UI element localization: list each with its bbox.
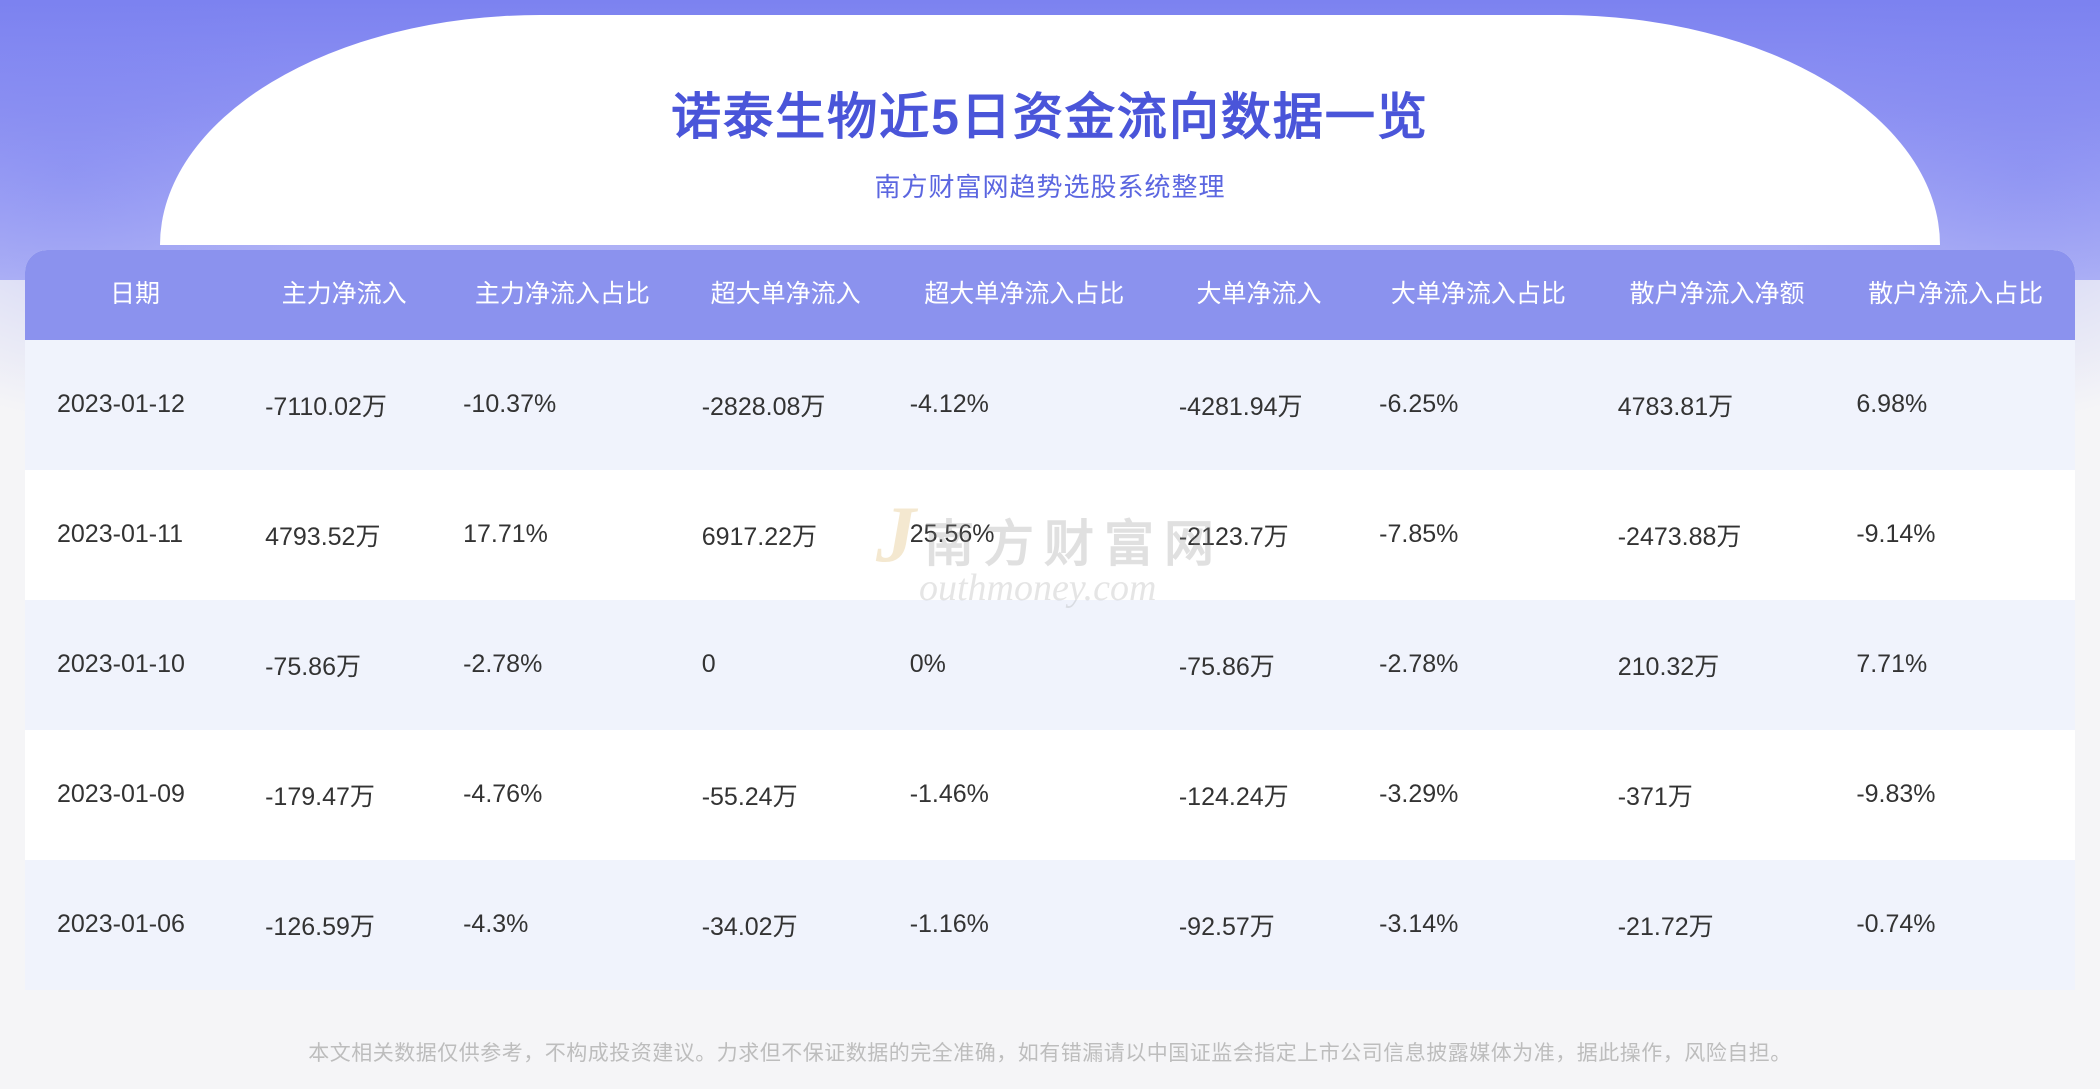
table-row: 2023-01-12 -7110.02万 -10.37% -2828.08万 -… [25,340,2075,470]
col-large-inflow: 大单净流入 [1159,250,1359,340]
col-superlarge-inflow: 超大单净流入 [682,250,890,340]
table-row: 2023-01-09 -179.47万 -4.76% -55.24万 -1.46… [25,730,2075,860]
cell: -124.24万 [1159,730,1359,860]
cell: -2473.88万 [1598,470,1837,600]
cell: -75.86万 [245,600,443,730]
cell: 0 [682,600,890,730]
cell: -75.86万 [1159,600,1359,730]
page-title: 诺泰生物近5日资金流向数据一览 [671,77,1429,149]
cell: -0.74% [1836,860,2075,990]
cell: -3.14% [1359,860,1598,990]
cell: -2.78% [1359,600,1598,730]
table-row: 2023-01-10 -75.86万 -2.78% 0 0% -75.86万 -… [25,600,2075,730]
cell: -1.16% [890,860,1159,990]
table-row: 2023-01-06 -126.59万 -4.3% -34.02万 -1.16%… [25,860,2075,990]
header-panel: 诺泰生物近5日资金流向数据一览 南方财富网趋势选股系统整理 [160,15,1940,245]
cell: -179.47万 [245,730,443,860]
cell: -4.3% [443,860,682,990]
cell: -6.25% [1359,340,1598,470]
cell: 2023-01-09 [25,730,245,860]
cell: -371万 [1598,730,1837,860]
table-header-row: 日期 主力净流入 主力净流入占比 超大单净流入 超大单净流入占比 大单净流入 大… [25,250,2075,340]
cell: 0% [890,600,1159,730]
cell: -92.57万 [1159,860,1359,990]
disclaimer: 本文相关数据仅供参考，不构成投资建议。力求但不保证数据的完全准确，如有错漏请以中… [0,1037,2100,1067]
cell: 4793.52万 [245,470,443,600]
col-large-inflow-pct: 大单净流入占比 [1359,250,1598,340]
cell: 7.71% [1836,600,2075,730]
cell: -34.02万 [682,860,890,990]
cell: 6917.22万 [682,470,890,600]
cell: -7.85% [1359,470,1598,600]
cell: 25.56% [890,470,1159,600]
cell: 2023-01-12 [25,340,245,470]
col-retail-inflow-pct: 散户净流入占比 [1836,250,2075,340]
cell: -4.12% [890,340,1159,470]
table-container: 日期 主力净流入 主力净流入占比 超大单净流入 超大单净流入占比 大单净流入 大… [25,250,2075,990]
cell: 210.32万 [1598,600,1837,730]
col-retail-inflow: 散户净流入净额 [1598,250,1837,340]
cell: -4.76% [443,730,682,860]
cell: -55.24万 [682,730,890,860]
cell: 2023-01-10 [25,600,245,730]
cell: 2023-01-11 [25,470,245,600]
table-body: 2023-01-12 -7110.02万 -10.37% -2828.08万 -… [25,340,2075,990]
cell: -3.29% [1359,730,1598,860]
cell: 2023-01-06 [25,860,245,990]
col-date: 日期 [25,250,245,340]
cell: -2123.7万 [1159,470,1359,600]
cell: -2.78% [443,600,682,730]
cell: -9.14% [1836,470,2075,600]
cell: -9.83% [1836,730,2075,860]
cell: 4783.81万 [1598,340,1837,470]
col-superlarge-inflow-pct: 超大单净流入占比 [890,250,1159,340]
cell: -21.72万 [1598,860,1837,990]
data-table: 日期 主力净流入 主力净流入占比 超大单净流入 超大单净流入占比 大单净流入 大… [25,250,2075,990]
col-main-inflow-pct: 主力净流入占比 [443,250,682,340]
cell: -1.46% [890,730,1159,860]
cell: -4281.94万 [1159,340,1359,470]
page-subtitle: 南方财富网趋势选股系统整理 [874,167,1225,204]
cell: -7110.02万 [245,340,443,470]
cell: -126.59万 [245,860,443,990]
col-main-inflow: 主力净流入 [245,250,443,340]
cell: -10.37% [443,340,682,470]
cell: 6.98% [1836,340,2075,470]
table-row: 2023-01-11 4793.52万 17.71% 6917.22万 25.5… [25,470,2075,600]
cell: 17.71% [443,470,682,600]
cell: -2828.08万 [682,340,890,470]
